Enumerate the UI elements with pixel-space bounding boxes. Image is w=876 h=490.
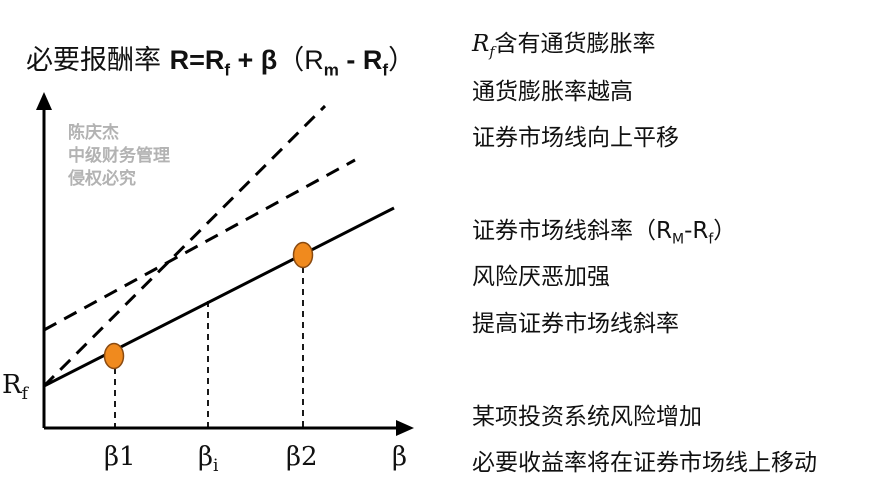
formula-chinese: 必要报酬率 (26, 45, 161, 76)
watermark-line-3: 侵权必究 (68, 169, 136, 189)
formula-title: 必要报酬率 R=Rf + β（Rm - Rf） (26, 38, 415, 80)
y-axis-label: Rf (2, 370, 28, 405)
tick-beta1: β1 (104, 442, 136, 472)
y-axis-arrow (36, 92, 52, 110)
sml-line (43, 206, 395, 388)
x-axis-label: β (392, 442, 408, 472)
note-rf-inflation: Rf含有通货膨胀率 (472, 31, 656, 61)
watermark-line-2: 中级财务管理 (68, 146, 170, 166)
point-beta1 (103, 342, 125, 370)
point-beta2 (292, 241, 314, 269)
tick-beta-i: βi (198, 442, 219, 477)
note-sml-shift-up: 证券市场线向上平移 (472, 125, 679, 151)
note-systematic-risk: 某项投资系统风险增加 (472, 404, 702, 430)
sml-steeper-line (42, 104, 327, 388)
note-move-along-sml: 必要收益率将在证券市场线上移动 (472, 450, 817, 476)
note-sml-slope: 证券市场线斜率（RM-Rf） (472, 218, 737, 248)
note-inflation-higher: 通货膨胀率越高 (472, 79, 633, 105)
note-raise-slope: 提高证券市场线斜率 (472, 311, 679, 337)
x-axis-arrow (396, 420, 414, 436)
formula-expression: R=Rf + β（Rm - Rf） (169, 45, 416, 80)
note-risk-aversion: 风险厌恶加强 (472, 264, 610, 290)
sml-shifted-up-line (43, 158, 356, 332)
tick-beta2: β2 (286, 442, 318, 472)
watermark-line-1: 陈庆杰 (68, 123, 119, 143)
